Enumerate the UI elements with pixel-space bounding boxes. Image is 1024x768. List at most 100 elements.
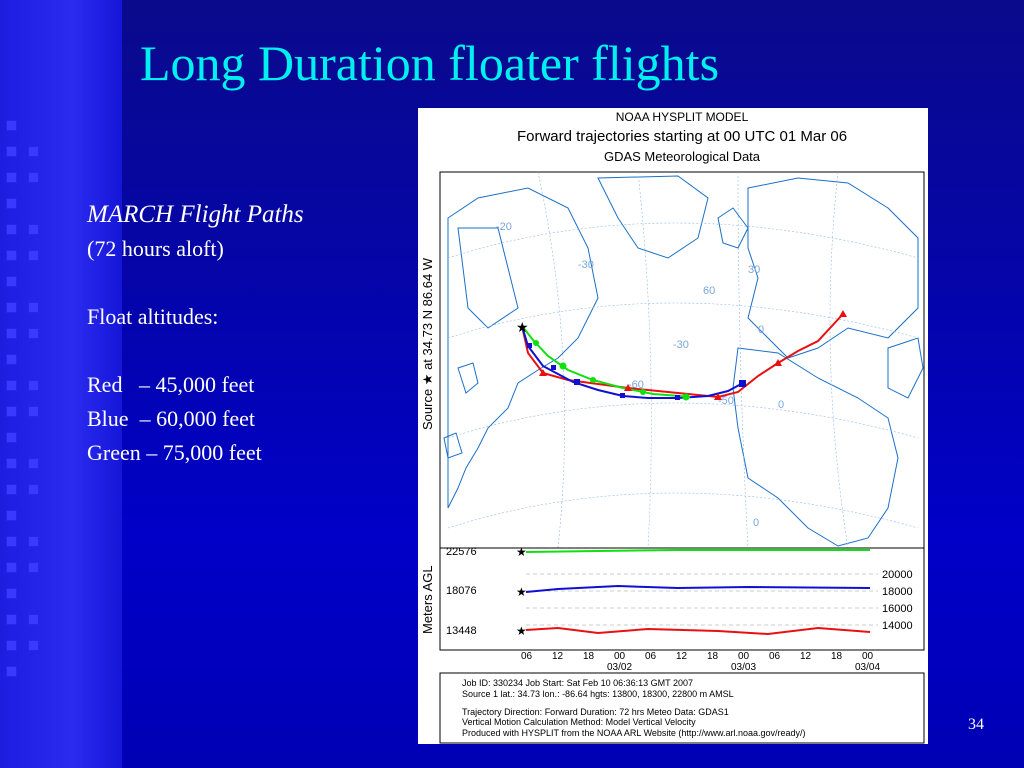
start-value-blue: 18076	[446, 585, 477, 597]
slide-number: 34	[968, 716, 984, 733]
figure-header-model: NOAA HYSPLIT MODEL	[616, 110, 749, 124]
marker-green	[590, 377, 596, 383]
grid-label: 0	[758, 324, 764, 336]
decorative-square	[28, 640, 39, 651]
time-axis: 06 12 18 00 06 12 18 00 06 12 18 00 03/0…	[521, 651, 880, 673]
star-icon: ★	[516, 585, 527, 599]
source-side-label: Source ★ at 34.73 N 86.64 W	[420, 257, 435, 430]
start-value-green: 22576	[446, 546, 477, 558]
time-tick: 12	[676, 651, 688, 662]
altitude-value: 60,000 feet	[156, 406, 256, 431]
altitude-separator: –	[128, 406, 157, 431]
source-star-icon: ★	[516, 319, 529, 335]
altitude-name: Green	[87, 440, 141, 465]
grid-label: -30	[578, 259, 594, 271]
trajectory-markers	[527, 310, 847, 401]
vertical-right-ticks: 20000 18000 16000 14000	[882, 569, 913, 632]
marker-blue	[739, 380, 746, 387]
figure-footer: Job ID: 330234 Job Start: Sat Feb 10 06:…	[462, 678, 806, 738]
decorative-square	[28, 562, 39, 573]
profile-red	[525, 626, 871, 636]
time-tick: 18	[583, 651, 595, 662]
altitude-value: 75,000 feet	[162, 440, 262, 465]
vertical-profiles	[525, 549, 871, 636]
marker-green	[533, 340, 539, 346]
altitude-row-green: Green – 75,000 feet	[87, 436, 304, 470]
decorative-square	[28, 536, 39, 547]
grid-label: -50	[718, 395, 734, 407]
marker-red	[624, 384, 632, 391]
decorative-square	[6, 224, 17, 235]
altitude-name: Blue	[87, 406, 129, 431]
marker-green	[682, 393, 690, 401]
marker-red	[714, 393, 722, 400]
decorative-square	[28, 484, 39, 495]
left-decorative-band	[0, 0, 122, 768]
decorative-square	[6, 562, 17, 573]
decorative-square	[28, 380, 39, 391]
date-tick: 03/02	[607, 662, 632, 673]
marker-red	[839, 310, 847, 317]
marker-green	[640, 389, 646, 395]
marker-red	[539, 369, 547, 376]
decorative-square	[6, 380, 17, 391]
hysplit-figure: NOAA HYSPLIT MODEL Forward trajectories …	[418, 108, 928, 744]
decorative-square	[6, 198, 17, 209]
altitude-separator: –	[140, 440, 163, 465]
decorative-square	[28, 614, 39, 625]
footer-line: Source 1 lat.: 34.73 lon.: -86.64 hgts: …	[462, 689, 734, 699]
decorative-square	[6, 172, 17, 183]
altitude-row-blue: Blue – 60,000 feet	[87, 402, 304, 436]
altitude-value: 45,000 feet	[155, 372, 255, 397]
grid-label: 60	[703, 285, 715, 297]
map-graticule	[447, 171, 919, 549]
start-value-red: 13448	[446, 625, 477, 637]
marker-blue	[527, 343, 532, 348]
decorative-square	[28, 172, 39, 183]
time-tick: 06	[521, 651, 533, 662]
grid-label: -30	[673, 339, 689, 351]
decorative-square	[6, 276, 17, 287]
footer-line: Vertical Motion Calculation Method: Mode…	[462, 717, 696, 727]
marker-blue	[574, 379, 580, 385]
slide-body: MARCH Flight Paths (72 hours aloft) Floa…	[87, 198, 304, 470]
marker-blue	[620, 393, 625, 398]
grid-label: -20	[496, 221, 512, 233]
decorative-square	[28, 458, 39, 469]
decorative-square	[6, 146, 17, 157]
decorative-square	[28, 302, 39, 313]
time-tick: 12	[800, 651, 812, 662]
right-tick: 18000	[882, 586, 913, 598]
decorative-square	[6, 250, 17, 261]
figure-header-trajectories: Forward trajectories starting at 00 UTC …	[517, 128, 847, 145]
right-tick: 14000	[882, 620, 913, 632]
decorative-square	[6, 120, 17, 131]
time-tick: 18	[831, 651, 843, 662]
footer-frame	[439, 672, 925, 744]
vertical-panel-frame	[439, 547, 925, 651]
right-tick: 16000	[882, 603, 913, 615]
decorative-square	[6, 614, 17, 625]
float-altitudes-label: Float altitudes:	[87, 304, 219, 329]
figure-header-meteo: GDAS Meteorological Data	[604, 149, 761, 164]
decorative-square	[6, 406, 17, 417]
grid-label: 0	[778, 399, 784, 411]
decorative-square	[28, 224, 39, 235]
altitude-name: Red	[87, 372, 123, 397]
right-tick: 20000	[882, 569, 913, 581]
profile-green	[525, 549, 870, 553]
decorative-square	[28, 250, 39, 261]
marker-blue	[551, 365, 556, 370]
slide-title: Long Duration floater flights	[140, 35, 720, 91]
hours-aloft-note: (72 hours aloft)	[87, 236, 224, 261]
decorative-square	[28, 406, 39, 417]
vertical-gridlines	[526, 573, 878, 626]
grid-label: 30	[748, 264, 760, 276]
flight-paths-heading: MARCH Flight Paths	[87, 201, 304, 228]
marker-blue	[675, 395, 680, 400]
time-tick: 18	[707, 651, 719, 662]
date-tick: 03/04	[855, 662, 880, 673]
decorative-square	[6, 328, 17, 339]
decorative-square	[6, 536, 17, 547]
time-tick: 00	[862, 651, 874, 662]
